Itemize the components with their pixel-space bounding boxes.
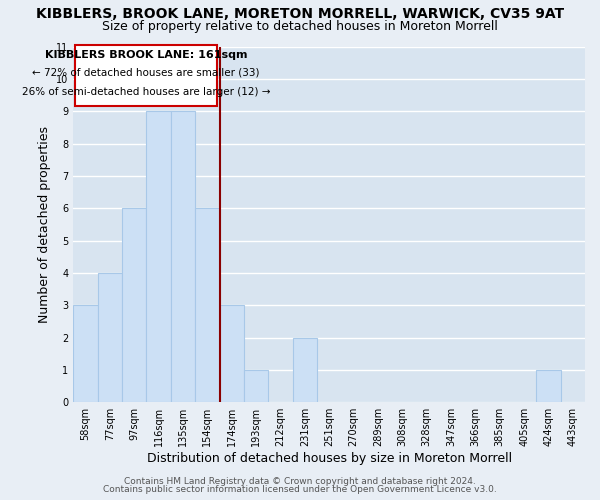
Bar xyxy=(122,208,146,402)
Bar xyxy=(98,273,122,402)
Bar xyxy=(220,305,244,402)
Text: Size of property relative to detached houses in Moreton Morrell: Size of property relative to detached ho… xyxy=(102,20,498,33)
Text: KIBBLERS BROOK LANE: 161sqm: KIBBLERS BROOK LANE: 161sqm xyxy=(44,50,247,59)
Bar xyxy=(73,305,98,402)
Bar xyxy=(536,370,560,402)
Text: Contains HM Land Registry data © Crown copyright and database right 2024.: Contains HM Land Registry data © Crown c… xyxy=(124,477,476,486)
Text: Contains public sector information licensed under the Open Government Licence v3: Contains public sector information licen… xyxy=(103,485,497,494)
Bar xyxy=(293,338,317,402)
Bar xyxy=(146,111,171,402)
Text: 26% of semi-detached houses are larger (12) →: 26% of semi-detached houses are larger (… xyxy=(22,87,270,97)
Bar xyxy=(195,208,220,402)
Text: KIBBLERS, BROOK LANE, MORETON MORRELL, WARWICK, CV35 9AT: KIBBLERS, BROOK LANE, MORETON MORRELL, W… xyxy=(36,8,564,22)
X-axis label: Distribution of detached houses by size in Moreton Morrell: Distribution of detached houses by size … xyxy=(146,452,512,465)
Y-axis label: Number of detached properties: Number of detached properties xyxy=(38,126,51,323)
Bar xyxy=(171,111,195,402)
Bar xyxy=(244,370,268,402)
Text: ← 72% of detached houses are smaller (33): ← 72% of detached houses are smaller (33… xyxy=(32,68,260,78)
Bar xyxy=(74,45,217,106)
